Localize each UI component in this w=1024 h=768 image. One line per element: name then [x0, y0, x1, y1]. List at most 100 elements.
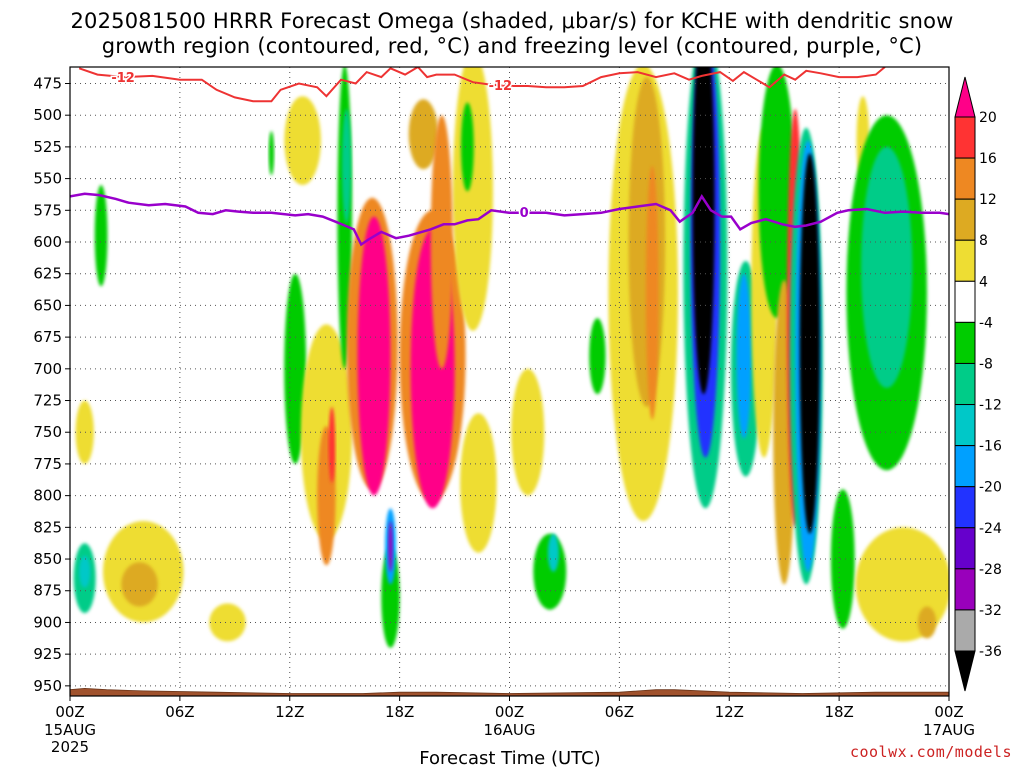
y-tick-label-825: 825	[33, 518, 62, 536]
dgz-contour-label-1: -12	[489, 79, 513, 94]
colorbar-band-8	[954, 404, 976, 447]
omega-feature-22	[452, 67, 493, 331]
y-tick-label-525: 525	[33, 138, 62, 156]
y-tick-label-750: 750	[33, 423, 62, 441]
y-tick-label-850: 850	[33, 550, 62, 568]
colorbar-band-9	[954, 445, 976, 488]
x-tick-label-18: 18Z	[385, 703, 414, 721]
dgz-contour-line	[78, 67, 886, 103]
colorbar-label-8: -16	[979, 439, 1002, 455]
colorbar-band-2	[954, 157, 976, 200]
colorbar-band-11	[954, 527, 976, 570]
omega-feature-40	[758, 67, 796, 319]
y-tick-label-950: 950	[33, 677, 62, 695]
x-tick-label-36: 12Z	[715, 703, 744, 721]
x-axis-label: Forecast Time (UTC)	[419, 748, 600, 768]
omega-feature-14	[341, 108, 352, 223]
colorbar-label-0: 20	[979, 110, 997, 126]
omega-feature-19	[388, 521, 393, 572]
omega-feature-16	[357, 216, 391, 496]
x-tick-label-12: 12Z	[275, 703, 304, 721]
omega-feature-5	[121, 562, 158, 607]
x-tick-sublabel-24-0: 16AUG	[484, 721, 536, 739]
y-tick-label-925: 925	[33, 645, 62, 663]
colorbar-band-10	[954, 486, 976, 529]
omega-feature-29	[547, 533, 559, 572]
y-tick-label-675: 675	[33, 328, 62, 346]
omega-feature-1	[79, 555, 91, 588]
x-tick-sublabel-0-0: 15AUG	[44, 721, 96, 739]
y-tick-label-800: 800	[33, 487, 62, 505]
x-tick-label-0: 00Z	[55, 703, 84, 721]
x-tick-label-30: 06Z	[605, 703, 634, 721]
x-tick-sublabel-0-1: 2025	[51, 738, 89, 756]
colorbar-band-7	[954, 362, 976, 406]
dgz-contour-label-0: -12	[111, 71, 135, 86]
omega-feature-45	[799, 153, 820, 534]
axes-layer: 475 500 525 550 575 600 625 650 675 700 725 750 775 8…	[33, 66, 975, 756]
colorbar-band-3	[954, 198, 976, 241]
omega-feature-2	[94, 185, 108, 287]
y-tick-label-725: 725	[33, 392, 62, 410]
x-tick-label-6: 06Z	[165, 703, 194, 721]
y-tick-label-600: 600	[33, 233, 62, 251]
x-tick-label-48: 00Z	[934, 703, 963, 721]
omega-feature-27	[511, 368, 545, 496]
omega-feature-25	[430, 115, 453, 369]
terrain-layer	[69, 687, 950, 697]
omega-feature-24	[408, 99, 439, 170]
colorbar-label-10: -24	[979, 521, 1002, 537]
colorbar-label-7: -12	[979, 398, 1002, 414]
omega-feature-9	[284, 96, 321, 185]
freezing-level-line	[70, 192, 949, 247]
x-tick-sublabel-48-0: 17AUG	[923, 721, 975, 739]
omega-feature-3	[75, 400, 94, 464]
colorbar: 20 16 12 8 4 -4 -8 -12 -16 -20 -24 -28 -32 -36	[954, 76, 1002, 692]
contour-layer: -12 -12 0	[70, 67, 949, 247]
colorbar-band-6	[954, 321, 976, 364]
omega-feature-50	[855, 527, 949, 642]
x-tick-label-42: 18Z	[824, 703, 853, 721]
freezing-level-label: 0	[520, 206, 529, 221]
colorbar-label-11: -28	[979, 562, 1002, 578]
y-tick-label-875: 875	[33, 582, 62, 600]
colorbar-label-13: -36	[979, 644, 1002, 660]
omega-feature-49	[861, 146, 913, 388]
chart-title-line-2: growth region (contoured, red, °C) and f…	[101, 34, 923, 58]
omega-feature-26	[460, 413, 497, 553]
omega-feature-33	[645, 165, 659, 420]
omega-feature-8	[268, 131, 275, 176]
colorbar-extend-bottom	[954, 650, 976, 692]
colorbar-band-5	[954, 280, 976, 323]
omega-feature-23	[461, 102, 474, 192]
omega-feature-36	[692, 67, 715, 395]
colorbar-extend-top	[954, 76, 976, 118]
colorbar-label-6: -8	[979, 356, 993, 372]
x-tick-label-24: 00Z	[495, 703, 524, 721]
y-tick-label-650: 650	[33, 296, 62, 314]
colorbar-label-4: 4	[979, 274, 988, 290]
y-tick-label-550: 550	[33, 170, 62, 188]
colorbar-label-1: 16	[979, 151, 997, 167]
y-tick-label-900: 900	[33, 613, 62, 631]
y-tick-label-500: 500	[33, 106, 62, 124]
y-tick-label-625: 625	[33, 265, 62, 283]
omega-feature-46	[830, 489, 855, 629]
y-tick-label-475: 475	[33, 74, 62, 92]
chart-title-line-1: 2025081500 HRRR Forecast Omega (shaded, …	[70, 9, 954, 33]
colorbar-band-13	[954, 609, 976, 652]
colorbar-label-12: -32	[979, 603, 1002, 619]
y-tick-label-775: 775	[33, 455, 62, 473]
y-tick-label-575: 575	[33, 201, 62, 219]
colorbar-band-1	[954, 116, 976, 159]
terrain-surface	[69, 687, 950, 697]
omega-feature-38	[736, 273, 752, 439]
colorbar-label-5: -4	[979, 315, 993, 331]
omega-feature-30	[589, 318, 606, 395]
credit-text: coolwx.com/models	[850, 743, 1012, 761]
colorbar-band-4	[954, 239, 976, 282]
colorbar-label-3: 8	[979, 233, 988, 249]
omega-feature-6	[209, 603, 246, 642]
colorbar-band-12	[954, 568, 976, 611]
